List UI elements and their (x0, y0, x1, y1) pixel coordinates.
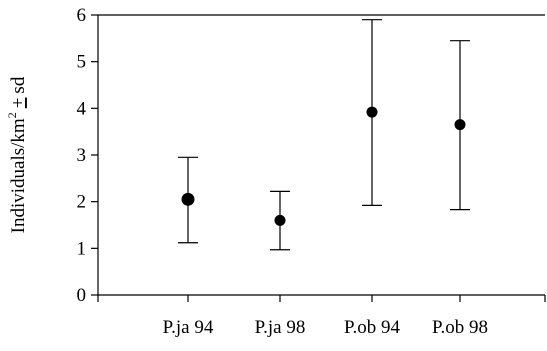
y-tick-label: 2 (77, 192, 87, 213)
x-tick-label: P.ob 98 (432, 317, 488, 338)
y-axis-label-main: Individuals/km (8, 118, 29, 233)
axes (97, 14, 545, 296)
data-marks (178, 19, 470, 251)
y-tick-label: 0 (77, 285, 87, 306)
x-tick-label: P.ob 94 (344, 317, 400, 338)
y-tick-label: 3 (77, 145, 87, 166)
y-ticks: 0 1 2 3 4 5 6 (77, 5, 98, 306)
data-point (366, 106, 378, 118)
y-tick-label: 6 (77, 5, 87, 26)
data-point (181, 192, 195, 206)
y-tick-label: 5 (77, 52, 87, 73)
x-ticks: P.ja 94 P.ja 98 P.ob 94 P.ob 98 (97, 295, 546, 338)
y-tick-label: 4 (77, 98, 87, 119)
x-tick-label: P.ja 94 (163, 317, 214, 338)
y-tick-label: 1 (77, 238, 87, 259)
data-point (454, 119, 466, 131)
data-point (274, 214, 286, 226)
x-tick-label: P.ja 98 (255, 317, 306, 338)
y-axis-label-plus-minus: + (8, 98, 29, 109)
y-axis-label-superscript: 2 (5, 112, 19, 118)
y-axis-label: Individuals/km2 + sd (5, 76, 29, 233)
y-axis-label-suffix: sd (8, 76, 29, 93)
